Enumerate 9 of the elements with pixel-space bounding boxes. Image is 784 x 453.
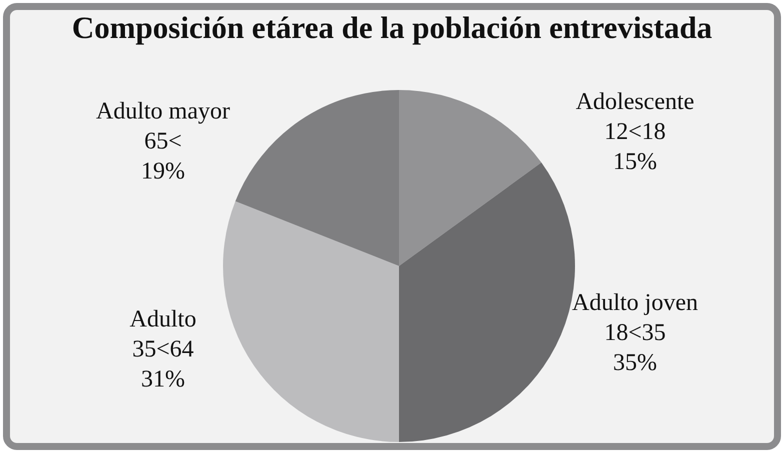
chart-title: Composición etárea de la población entrevistada: [70, 10, 714, 46]
slice-label: Adulto mayor 65<: [96, 98, 230, 155]
data-label: 19%: [141, 158, 185, 185]
data-label: 15%: [613, 149, 657, 175]
slice-label: Adulto 35<64: [130, 306, 196, 362]
data-label: 35%: [613, 350, 657, 376]
slice-label: Adolescente 12<18: [576, 89, 694, 145]
data-label: 31%: [141, 366, 185, 392]
slice-label: Adulto joven 18<35: [572, 290, 698, 346]
